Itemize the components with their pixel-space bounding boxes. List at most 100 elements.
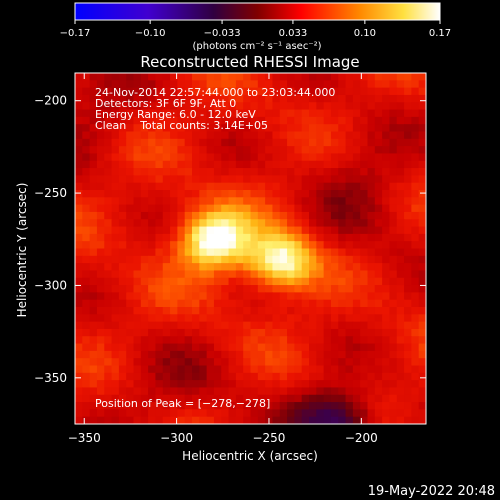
heatmap-cell xyxy=(140,248,149,257)
heatmap-cell xyxy=(389,197,398,206)
heatmap-cell xyxy=(104,80,113,89)
heatmap-cell xyxy=(235,94,244,103)
heatmap-cell xyxy=(367,307,376,315)
heatmap-cell xyxy=(192,394,200,403)
heatmap-cell xyxy=(345,292,354,301)
heatmap-cell xyxy=(82,292,91,301)
heatmap-cell xyxy=(257,328,266,337)
heatmap-cell xyxy=(96,387,105,396)
heatmap-cell xyxy=(360,138,369,147)
heatmap-cell xyxy=(228,116,237,125)
heatmap-cell xyxy=(243,292,252,301)
heatmap-cell xyxy=(155,380,164,389)
heatmap-cell xyxy=(338,343,347,352)
heatmap-cell xyxy=(118,124,127,133)
heatmap-cell xyxy=(155,146,164,155)
heatmap-cell xyxy=(162,146,171,155)
heatmap-cell xyxy=(170,387,178,396)
heatmap-cell xyxy=(360,102,369,111)
heatmap-cell xyxy=(345,358,354,367)
heatmap-cell xyxy=(389,270,398,279)
heatmap-cell xyxy=(170,87,178,96)
heatmap-cell xyxy=(323,80,332,89)
heatmap-cell xyxy=(418,394,426,403)
heatmap-cell xyxy=(389,248,398,257)
heatmap-cell xyxy=(126,138,135,147)
heatmap-cell xyxy=(404,73,412,81)
heatmap-cell xyxy=(126,402,135,410)
heatmap-cell xyxy=(279,402,288,410)
heatmap-cell xyxy=(199,394,208,403)
info-line-time: 24-Nov-2014 22:57:44.000 to 23:03:44.000 xyxy=(95,86,336,99)
heatmap-cell xyxy=(309,153,317,162)
heatmap-cell xyxy=(221,343,230,352)
heatmap-cell xyxy=(309,416,317,424)
heatmap-cell xyxy=(352,270,361,279)
heatmap-cell xyxy=(118,160,127,169)
heatmap-cell xyxy=(96,226,105,235)
heatmap-cell xyxy=(389,87,398,96)
heatmap-cell xyxy=(330,350,339,359)
heatmap-cell xyxy=(148,153,157,162)
x-tick-label: −350 xyxy=(68,431,101,445)
heatmap-cell xyxy=(301,394,310,403)
heatmap-cell xyxy=(96,416,105,424)
heatmap-cell xyxy=(82,219,91,228)
heatmap-cell xyxy=(82,255,91,264)
heatmap-cell xyxy=(228,387,237,396)
heatmap-cell xyxy=(96,233,105,242)
heatmap-cell xyxy=(82,285,91,293)
heatmap-cell xyxy=(89,109,98,118)
heatmap-cell xyxy=(213,321,222,330)
heatmap-cell xyxy=(257,321,266,330)
heatmap-cell xyxy=(294,292,303,301)
colorbar-tick-label: −0.17 xyxy=(60,28,91,39)
heatmap-cell xyxy=(89,73,98,81)
heatmap-cell xyxy=(294,350,303,359)
heatmap-cell xyxy=(177,394,186,403)
heatmap-cell xyxy=(389,168,398,176)
heatmap-cell xyxy=(162,175,171,184)
heatmap-cell xyxy=(177,124,186,133)
heatmap-cell xyxy=(404,102,412,111)
heatmap-cell xyxy=(279,387,288,396)
heatmap-cell xyxy=(118,248,127,257)
heatmap-cell xyxy=(338,233,347,242)
heatmap-cell xyxy=(411,270,420,279)
heatmap-cell xyxy=(75,153,83,162)
heatmap-cell xyxy=(418,182,426,191)
heatmap-cell xyxy=(411,263,420,272)
heatmap-cell xyxy=(148,372,157,381)
info-line-energy: Energy Range: 6.0 - 12.0 keV xyxy=(95,108,256,121)
heatmap-cell xyxy=(352,292,361,301)
heatmap-cell xyxy=(82,153,91,162)
heatmap-cell xyxy=(301,211,310,220)
heatmap-cell xyxy=(104,73,113,81)
heatmap-cell xyxy=(140,146,149,155)
heatmap-cell xyxy=(140,285,149,293)
heatmap-cell xyxy=(177,248,186,257)
heatmap-cell xyxy=(221,190,230,198)
heatmap-cell xyxy=(155,102,164,111)
heatmap-cell xyxy=(126,204,135,213)
heatmap-cell xyxy=(411,226,420,235)
heatmap-cell xyxy=(396,277,405,286)
heatmap-cell xyxy=(309,358,317,367)
heatmap-cell xyxy=(345,321,354,330)
heatmap-cell xyxy=(133,409,142,418)
heatmap-cell xyxy=(279,124,288,133)
heatmap-cell xyxy=(382,380,391,389)
heatmap-cell xyxy=(206,350,215,359)
heatmap-cell xyxy=(111,321,120,330)
heatmap-cell xyxy=(184,131,193,140)
heatmap-cell xyxy=(411,219,420,228)
heatmap-cell xyxy=(133,153,142,162)
heatmap-cell xyxy=(177,233,186,242)
heatmap-cell xyxy=(404,394,412,403)
heatmap-cell xyxy=(338,307,347,315)
heatmap-cell xyxy=(257,387,266,396)
heatmap-cell xyxy=(228,204,237,213)
heatmap-cell xyxy=(96,307,105,315)
heatmap-cell xyxy=(192,321,200,330)
heatmap-cell xyxy=(265,409,274,418)
